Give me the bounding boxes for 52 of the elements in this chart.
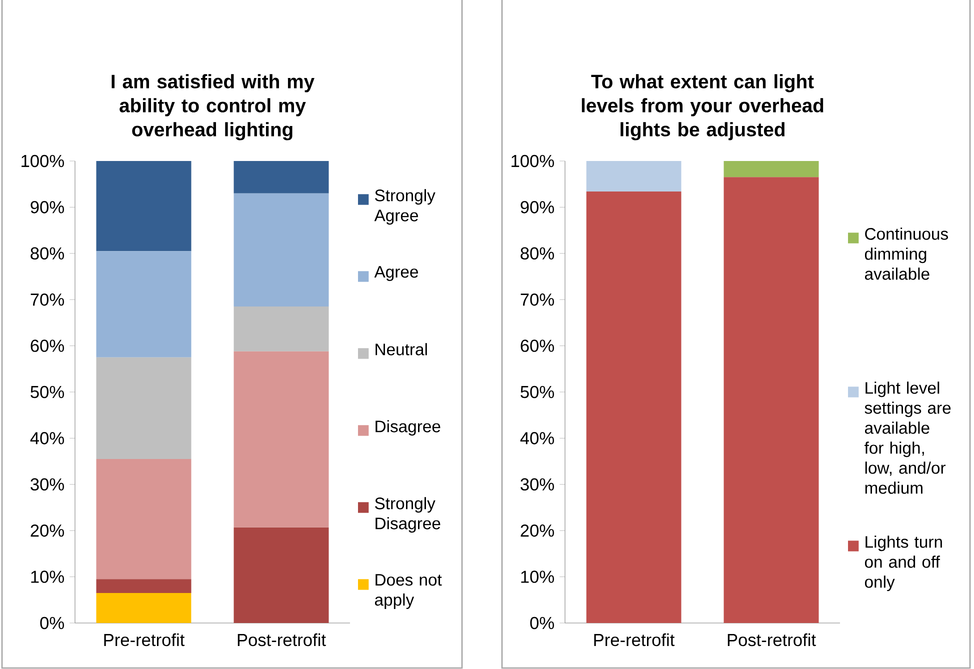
legend-label: Strongly Disagree [375, 497, 440, 533]
y-tick-label: 80% [520, 247, 554, 260]
legend-label: Lights turn on and off only [864, 536, 942, 592]
bar [234, 527, 329, 623]
y-tick-label: 80% [30, 247, 64, 260]
y-tick-label: 40% [30, 432, 64, 444]
y-tick-label: 100% [512, 154, 554, 168]
y-tick-label: 10% [31, 570, 64, 583]
y-tick-label: 20% [30, 524, 64, 537]
y-tick-label: 20% [520, 524, 554, 537]
chart-title: To what extent can light levels from your overhead lights be adjusted [582, 74, 824, 140]
y-tick-label: 90% [520, 201, 554, 214]
y-tick-label: 0% [530, 616, 554, 630]
y-tick-label: 100% [22, 154, 64, 168]
bar [96, 251, 192, 358]
bar [586, 191, 682, 623]
y-tick-label: 30% [520, 478, 554, 491]
bar [96, 579, 192, 593]
y-tick-label: 10% [521, 570, 554, 583]
y-tick-label: 70% [30, 293, 64, 306]
chart-title: I am satisfied with my ability to control my overhead lighting [112, 74, 314, 140]
x-tick-label: Pre-retrofit [594, 633, 675, 646]
y-tick-label: 40% [520, 432, 554, 444]
legend-label: Agree [374, 266, 418, 282]
y-tick-label: 90% [30, 201, 64, 214]
bar [96, 161, 192, 252]
bar [96, 357, 192, 459]
bar [234, 306, 329, 352]
y-tick-label: 50% [30, 386, 64, 398]
bar [96, 458, 192, 580]
legend-label: Neutral [376, 343, 427, 356]
y-tick-label: 70% [520, 293, 554, 306]
y-tick-label: 0% [40, 616, 64, 630]
y-tick-label: 60% [30, 340, 64, 352]
legend-label: Light level settings are available for high, low, and/or medium [864, 382, 951, 494]
bar [234, 161, 329, 194]
bar [724, 161, 819, 178]
bar [234, 351, 329, 528]
bar [96, 592, 192, 623]
x-tick-label: Post-retrofit [728, 633, 816, 646]
legend-label: Continuous dimming available [864, 228, 948, 280]
bar [586, 161, 682, 192]
y-tick-label: 50% [520, 386, 554, 398]
bar [234, 193, 329, 307]
legend-label: Strongly Agree [374, 189, 436, 225]
x-tick-label: Pre-retrofit [104, 633, 185, 646]
x-tick-label: Post-retrofit [238, 633, 326, 646]
legend-label: Does not apply [374, 574, 442, 610]
bar [724, 177, 819, 623]
legend-label: Disagree [376, 420, 440, 436]
y-tick-label: 60% [520, 340, 554, 352]
y-tick-label: 30% [30, 478, 64, 491]
